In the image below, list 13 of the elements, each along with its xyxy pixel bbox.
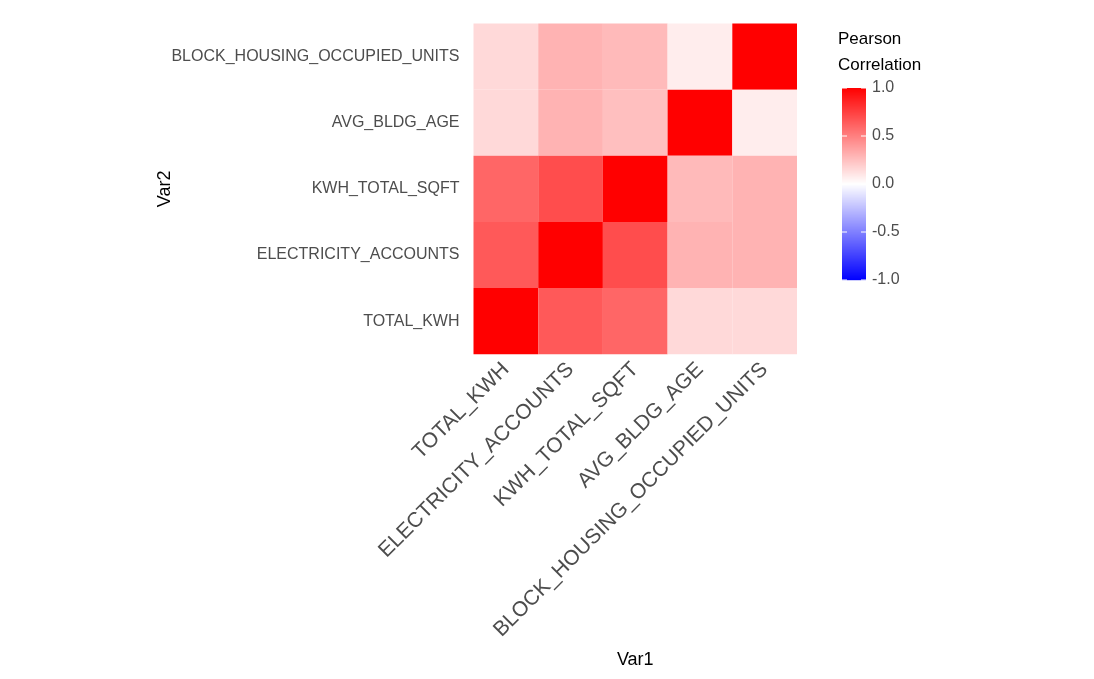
color-bar-label: -0.5 <box>872 222 900 240</box>
y-axis-title: Var2 <box>153 170 174 208</box>
y-tick-label: BLOCK_HOUSING_OCCUPIED_UNITS <box>171 47 460 66</box>
y-tick-label: ELECTRICITY_ACCOUNTS <box>256 245 460 264</box>
color-bar-label: 1.0 <box>872 78 895 96</box>
color-bar-label: 0.5 <box>872 126 895 144</box>
y-tick-label: AVG_BLDG_AGE <box>331 113 460 132</box>
color-bar-title: Pearson Correlation <box>838 29 922 74</box>
color-bar-label: 0.0 <box>872 174 895 192</box>
color-bar-label: -1.0 <box>872 270 900 288</box>
x-axis-title: Var1 <box>616 649 654 670</box>
y-tick-label: TOTAL_KWH <box>363 311 460 330</box>
y-tick-label: KWH_TOTAL_SQFT <box>311 179 460 198</box>
